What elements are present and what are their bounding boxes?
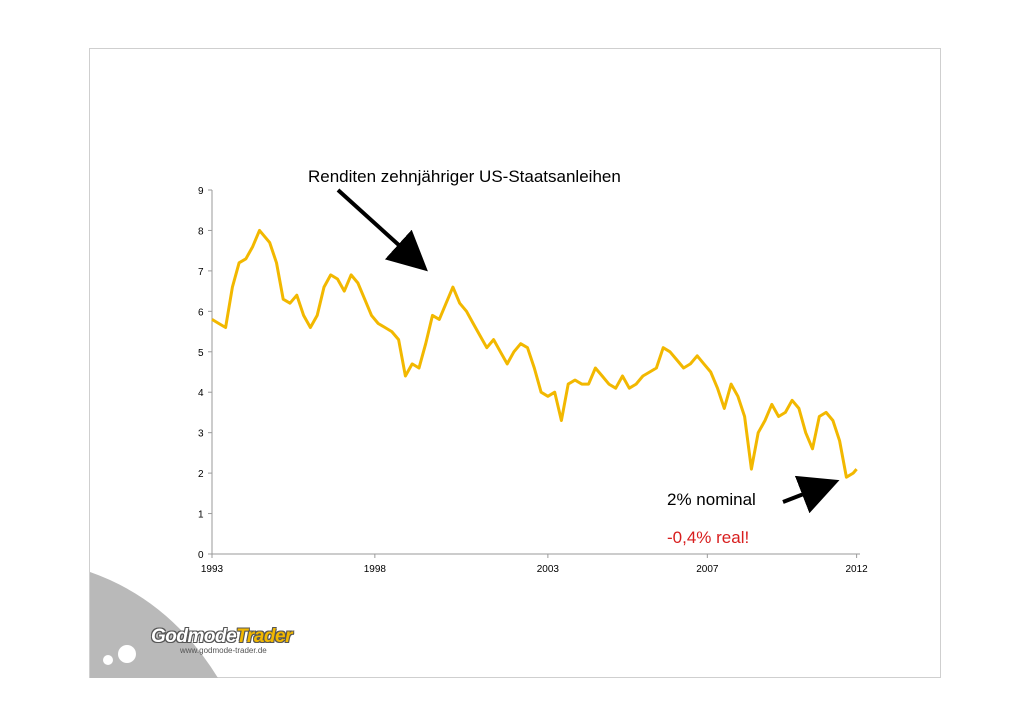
y-tick-label: 4 <box>198 388 204 399</box>
y-tick-label: 6 <box>198 307 204 318</box>
logo-dot-large <box>118 645 136 663</box>
y-tick-label: 8 <box>198 226 204 237</box>
y-tick-label: 0 <box>198 550 204 561</box>
slide-frame <box>89 48 941 678</box>
y-tick-label: 5 <box>198 348 204 359</box>
title-arrow <box>336 188 428 272</box>
x-tick-label: 2012 <box>845 564 868 575</box>
annotation-real: -0,4% real! <box>667 528 749 547</box>
y-tick-label: 2 <box>198 469 204 480</box>
series-line-yield <box>211 228 858 479</box>
annotation-nominal: 2% nominal <box>667 490 756 509</box>
logo-dot-small <box>103 655 113 665</box>
x-tick-label: 1993 <box>201 564 224 575</box>
logo-text-trader: Trader <box>236 626 292 647</box>
y-tick-label: 7 <box>198 267 204 278</box>
x-tick-label: 1998 <box>364 564 387 575</box>
x-tick-label: 2003 <box>537 564 560 575</box>
y-tick-label: 1 <box>198 510 204 521</box>
logo-url: www.godmode-trader.de <box>180 646 267 655</box>
godmode-trader-logo: GodmodeTrader <box>151 626 292 648</box>
y-tick-label: 9 <box>198 186 204 197</box>
y-tick-label: 3 <box>198 429 204 440</box>
chart-title: Renditen zehnjähriger US-Staatsanleihen <box>308 167 621 186</box>
nominal-arrow <box>782 475 840 514</box>
x-tick-label: 2007 <box>696 564 719 575</box>
logo-text-godmode: Godmode <box>151 626 237 647</box>
